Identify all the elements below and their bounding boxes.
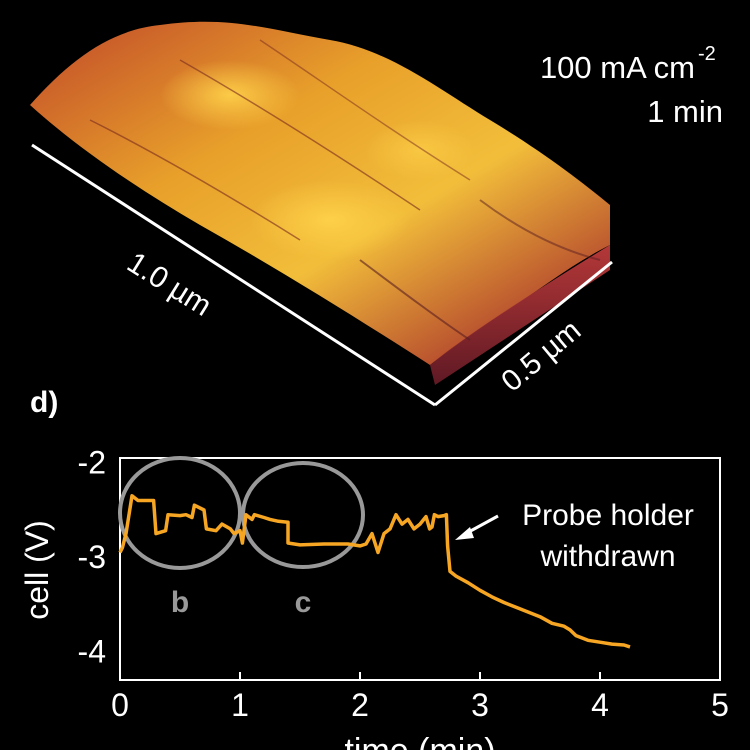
afm-surface-image (30, 21, 610, 385)
y-tick-label: -2 (78, 445, 106, 481)
plot-frame (119, 457, 721, 681)
afm-y-scale-line (434, 260, 613, 407)
chart: -2 -3 -4 0 1 2 3 4 5 cell (V) time (min) b c Pr… (19, 445, 729, 750)
x-tick-label: 1 (231, 687, 249, 723)
x-tick-label: 2 (351, 687, 369, 723)
x-axis-label: time (min) (344, 732, 495, 750)
x-tick-label: 4 (591, 687, 609, 723)
series-group (118, 494, 631, 649)
afm-condition-current-exponent: -2 (698, 43, 716, 65)
y-axis-label: cell (V) (19, 520, 55, 620)
y-tick-label: -4 (78, 634, 106, 670)
x-tick-label: 0 (111, 687, 129, 723)
afm-condition-current: 100 mA cm (540, 50, 695, 85)
x-tick-label: 3 (471, 687, 489, 723)
y-ticks: -2 -3 -4 (78, 445, 106, 670)
annotation-label-b: b (171, 586, 189, 619)
annotation-label-c: c (295, 586, 312, 619)
afm-x-scale-line (31, 143, 436, 407)
annotation-text-line2: withdrawn (539, 540, 675, 573)
annotation-circle-c (241, 461, 365, 569)
annotation-circle-b (118, 456, 242, 570)
x-ticks: 0 1 2 3 4 5 (111, 672, 729, 723)
series-line-0 (118, 494, 631, 649)
panel-label: d) (30, 386, 58, 419)
annotation-arrowhead (455, 527, 474, 540)
annotation-text-line1: Probe holder (522, 499, 694, 532)
x-tick-label: 5 (711, 687, 729, 723)
afm-condition-time: 1 min (647, 94, 723, 129)
afm-x-scale-label: 1.0 µm (121, 246, 217, 323)
y-tick-label: -3 (78, 539, 106, 575)
